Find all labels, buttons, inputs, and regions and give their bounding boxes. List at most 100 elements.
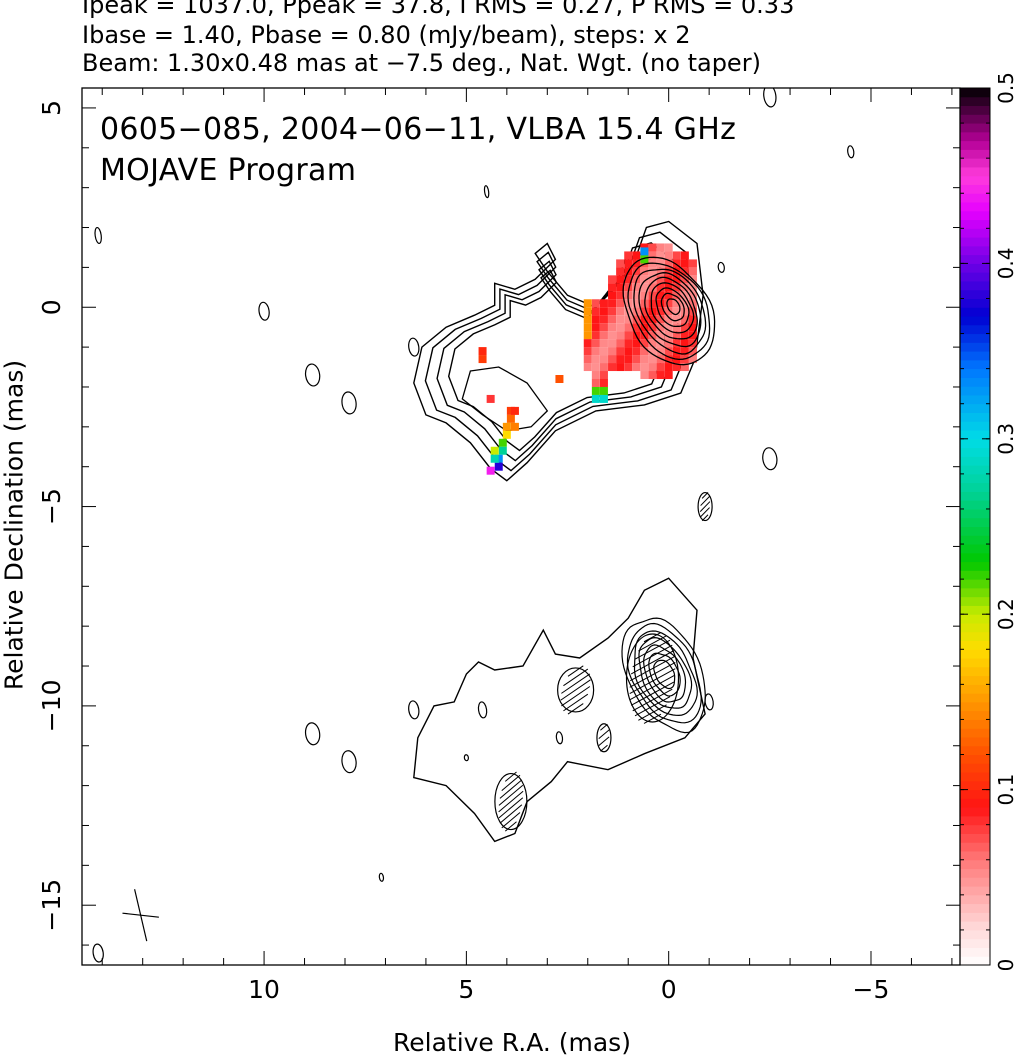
colorbar-band (960, 754, 990, 764)
y-tick-label: −15 (37, 879, 66, 932)
polarization-pixel (616, 283, 625, 292)
polarization-pixel (616, 315, 625, 324)
polarization-vector (598, 736, 610, 747)
polarization-pixel (624, 275, 633, 284)
polarization-pixel (656, 307, 665, 316)
polarization-vector (629, 668, 676, 694)
colorbar-band (960, 342, 990, 352)
colorbar-band (960, 824, 990, 834)
polarization-pixel (672, 299, 681, 308)
colorbar-band (960, 675, 990, 685)
polarization-pixel (672, 331, 681, 340)
polarization-pixel (498, 446, 507, 455)
polarization-pixel (640, 247, 649, 256)
noise-island-contour (94, 226, 102, 245)
core-contour (622, 256, 716, 366)
y-tick-label: 0 (37, 299, 66, 315)
polarization-pixel (664, 331, 673, 340)
colorbar-band (960, 868, 990, 878)
header-line-1: Ipeak = 1037.0, Ppeak = 37.8, I RMS = 0.… (82, 0, 795, 19)
polarization-pixel (616, 347, 625, 356)
colorbar-band (960, 166, 990, 177)
polarization-pixel (648, 283, 657, 292)
blob-outline (557, 667, 595, 713)
colorbar-band (960, 473, 990, 484)
polarization-vector (561, 673, 591, 694)
polarization-vector (629, 661, 676, 688)
polarization-pixel (672, 267, 681, 276)
blob-outline (697, 491, 713, 522)
polarization-pixel (632, 283, 641, 292)
polarization-pixel (648, 339, 657, 348)
colorbar-band (960, 333, 990, 343)
polarization-pixel (591, 355, 600, 364)
colorbar-band (960, 228, 990, 238)
polarization-pixel (599, 331, 608, 340)
polarization-pixel (616, 355, 625, 364)
polarization-pixel (632, 363, 641, 372)
polarization-pixel (608, 307, 617, 316)
colorbar-band (960, 482, 990, 492)
polarization-pixel (640, 291, 649, 300)
polarization-pixel (583, 331, 592, 340)
colorbar-band (960, 263, 990, 273)
colorbar-band (960, 351, 990, 361)
colorbar-band (960, 587, 990, 598)
polarization-pixel (490, 446, 499, 455)
polarization-pixel (648, 347, 657, 356)
polarization-pixel (664, 323, 673, 332)
colorbar-band (960, 903, 990, 913)
polarization-pixel (583, 315, 592, 324)
polarization-pixel (608, 323, 617, 332)
polarization-pixel (624, 251, 633, 260)
colorbar-band (960, 526, 990, 536)
colorbar-band (960, 307, 990, 317)
polarization-vector (598, 729, 610, 740)
colorbar-band (960, 850, 990, 861)
polarization-pixel (632, 323, 641, 332)
polarization-pixel (672, 347, 681, 356)
noise-island-contour (704, 693, 714, 711)
polarization-pixel (591, 339, 600, 348)
polarization-pixel (664, 307, 673, 316)
noise-island-contour (555, 731, 564, 745)
polarization-pixel (688, 347, 697, 356)
polarization-pixel (656, 243, 665, 252)
polarization-vector (498, 784, 524, 806)
colorbar-band (960, 377, 990, 387)
x-tick-label: −5 (853, 975, 890, 1004)
polarization-pixel (616, 307, 625, 316)
polarization-pixel (648, 291, 657, 300)
polarization-pixel (624, 323, 633, 332)
colorbar-band (960, 833, 990, 843)
polarization-pixel (599, 371, 608, 380)
polarization-pixel (599, 363, 608, 372)
polarization-pixel (656, 251, 665, 260)
colorbar-band (960, 158, 990, 168)
colorbar-band (960, 394, 990, 405)
core-contour (650, 282, 695, 334)
polarization-pixel (664, 347, 673, 356)
colorbar-band (960, 500, 990, 510)
upper-map (413, 220, 716, 482)
polarization-pixel (632, 267, 641, 276)
colorbar-band (960, 561, 990, 571)
polarization-pixel (608, 347, 617, 356)
polarization-vector (638, 635, 667, 652)
polarization-pixel (591, 299, 600, 308)
polarization-pixel (640, 371, 649, 380)
polarization-vector (501, 812, 521, 829)
colorbar-band (960, 807, 990, 817)
polarization-pixel (688, 267, 697, 276)
polarization-pixel (632, 355, 641, 364)
colorbar-band (960, 570, 990, 580)
colorbar-band (960, 219, 990, 229)
colorbar-band (960, 877, 990, 887)
knot-vectors (596, 723, 612, 753)
colorbar-band (960, 517, 990, 527)
polarization-pixel (656, 371, 665, 380)
polarization-pixel (640, 255, 649, 264)
polarization-pixel (632, 291, 641, 300)
polarization-pixel (599, 347, 608, 356)
polarization-pixel (640, 283, 649, 292)
